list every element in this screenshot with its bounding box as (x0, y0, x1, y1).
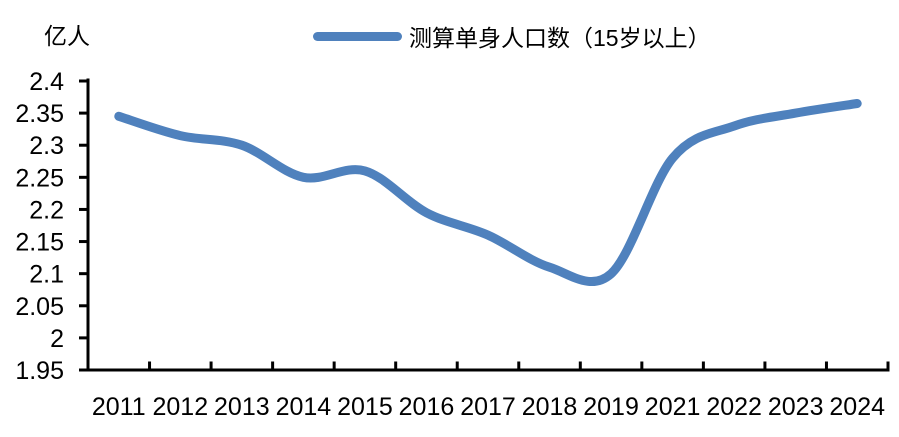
y-tick-label: 2.3 (29, 132, 64, 160)
legend: 测算单身人口数（15岁以上） (313, 22, 711, 51)
x-tick-label: 2016 (399, 393, 455, 421)
y-tick-label: 1.95 (15, 357, 64, 385)
x-tick-label: 2021 (645, 393, 701, 421)
legend-series-label: 测算单身人口数（15岁以上） (409, 25, 711, 51)
x-tick-label: 2024 (829, 393, 885, 421)
y-tick-label: 2.1 (29, 261, 64, 289)
y-tick-label: 2.4 (29, 68, 64, 96)
y-tick-label: 2.15 (15, 229, 64, 257)
x-tick-label: 2022 (706, 393, 762, 421)
y-tick-label: 2.2 (29, 196, 64, 224)
x-tick-label: 2017 (460, 393, 516, 421)
x-tick-label: 2014 (276, 393, 332, 421)
series-line (114, 99, 862, 287)
x-tick-label: 2018 (522, 393, 578, 421)
y-tick-label: 2.05 (15, 293, 64, 321)
y-tick-label: 2.25 (15, 164, 64, 192)
y-axis-unit-label: 亿人 (44, 23, 90, 49)
x-tick-label: 2012 (152, 393, 208, 421)
x-tick-label: 2015 (337, 393, 393, 421)
y-tick-label: 2 (50, 325, 64, 353)
y-tick-label: 2.35 (15, 100, 64, 128)
x-tick-label: 2019 (583, 393, 639, 421)
x-tick-label: 2023 (768, 393, 824, 421)
x-tick-label: 2013 (214, 393, 270, 421)
x-tick-label: 2011 (92, 393, 146, 421)
legend-line-swatch (313, 31, 402, 41)
